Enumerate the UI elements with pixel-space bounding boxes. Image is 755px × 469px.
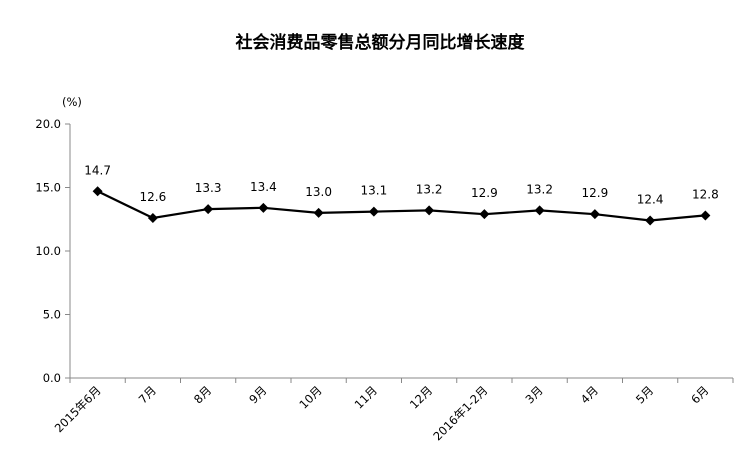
x-tick-label: 2015年6月 bbox=[52, 383, 104, 435]
y-tick-label: 10.0 bbox=[35, 244, 61, 258]
x-tick-label: 10月 bbox=[296, 383, 324, 411]
data-label: 13.0 bbox=[305, 185, 332, 199]
data-point bbox=[645, 215, 656, 226]
data-point bbox=[203, 204, 214, 215]
data-point bbox=[534, 205, 545, 216]
data-label: 13.4 bbox=[250, 180, 277, 194]
y-unit-label: (%) bbox=[62, 95, 82, 109]
series-line bbox=[97, 190, 706, 222]
x-tick-label: 2016年1-2月 bbox=[430, 383, 490, 443]
data-point bbox=[92, 186, 103, 197]
y-tick-label: 15.0 bbox=[35, 181, 61, 195]
x-tick-label: 4月 bbox=[578, 383, 601, 406]
data-label: 12.6 bbox=[140, 190, 167, 204]
data-point bbox=[424, 205, 435, 216]
data-label: 13.1 bbox=[361, 184, 388, 198]
data-point bbox=[368, 206, 379, 217]
data-point bbox=[147, 212, 158, 223]
data-label: 14.7 bbox=[84, 163, 111, 177]
data-point bbox=[700, 210, 711, 221]
x-tick-label: 9月 bbox=[246, 383, 269, 406]
data-point bbox=[479, 209, 490, 220]
data-label: 13.3 bbox=[195, 181, 222, 195]
data-label: 13.2 bbox=[526, 182, 553, 196]
x-tick-label: 11月 bbox=[352, 383, 380, 411]
x-tick-label: 3月 bbox=[523, 383, 546, 406]
x-tick-label: 7月 bbox=[136, 383, 159, 406]
x-tick-label: 6月 bbox=[688, 383, 711, 406]
x-tick-label: 5月 bbox=[633, 383, 656, 406]
data-markers bbox=[92, 186, 711, 226]
data-label: 12.9 bbox=[582, 186, 609, 200]
data-label: 12.8 bbox=[692, 187, 719, 201]
x-tick-label: 12月 bbox=[407, 383, 435, 411]
data-label: 12.4 bbox=[637, 193, 664, 207]
x-ticks bbox=[69, 378, 734, 383]
y-tick-label: 0.0 bbox=[43, 371, 61, 385]
chart-title: 社会消费品零售总额分月同比增长速度 bbox=[235, 32, 526, 53]
data-labels: 14.7 12.6 13.3 13.4 13.0 13.1 13.2 12.9 13.2 12.9… bbox=[84, 163, 718, 206]
data-point bbox=[313, 207, 324, 218]
y-ticks: 0.0 5.0 10.0 15.0 20.0 bbox=[35, 117, 70, 385]
x-tick-label: 8月 bbox=[191, 383, 214, 406]
y-tick-label: 5.0 bbox=[43, 308, 61, 322]
data-label: 12.9 bbox=[471, 186, 498, 200]
y-tick-label: 20.0 bbox=[35, 117, 61, 131]
data-point bbox=[258, 202, 269, 213]
data-label: 13.2 bbox=[416, 182, 443, 196]
data-point bbox=[589, 209, 600, 220]
